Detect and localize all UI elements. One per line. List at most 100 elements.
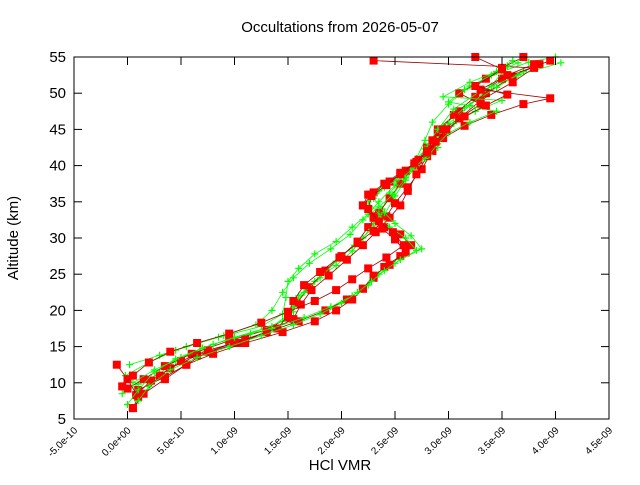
data-point-plus — [493, 107, 501, 115]
x-tick-label: 5.0e-10 — [155, 425, 187, 457]
x-tick-label: -5.0e-10 — [46, 425, 80, 459]
data-point-square — [385, 260, 394, 269]
data-point-square — [433, 129, 442, 137]
data-point-square — [460, 112, 469, 121]
data-point-square — [155, 371, 164, 380]
data-point-square — [371, 228, 380, 237]
data-point-square — [503, 71, 512, 80]
data-point-square — [358, 241, 367, 250]
data-point-square — [128, 371, 137, 380]
data-point-square — [367, 192, 376, 200]
data-point-plus — [450, 105, 458, 113]
data-point-square — [385, 194, 394, 203]
data-point-square — [442, 125, 451, 134]
data-point-square — [530, 60, 539, 69]
data-point-square — [316, 268, 325, 276]
data-point-plus — [300, 288, 308, 296]
data-point-plus — [396, 256, 404, 264]
y-tick-label: 20 — [49, 302, 66, 319]
data-point-square — [364, 205, 373, 213]
x-tick-label: 3.5e-09 — [476, 425, 508, 457]
data-point-square — [481, 89, 490, 98]
data-point-plus — [487, 71, 495, 79]
series-line — [121, 56, 509, 387]
data-point-square — [230, 339, 239, 347]
data-point-square — [412, 170, 421, 179]
x-axis-label: HCl VMR — [309, 457, 372, 474]
data-point-square — [310, 297, 319, 305]
y-tick-label: 50 — [49, 85, 66, 102]
data-point-square — [177, 357, 185, 366]
series-12 — [118, 53, 512, 391]
data-point-plus — [466, 118, 474, 126]
data-point-square — [348, 295, 357, 304]
data-point-square — [481, 101, 490, 110]
data-point-plus — [391, 220, 399, 227]
data-point-square — [471, 92, 480, 101]
series-10 — [128, 60, 555, 413]
data-point-square — [388, 228, 397, 237]
data-point-square — [471, 82, 480, 90]
data-point-plus — [421, 136, 429, 144]
data-point-square — [166, 347, 175, 356]
data-point-square — [508, 78, 517, 87]
data-point-plus — [150, 368, 158, 376]
data-point-square — [546, 94, 555, 103]
data-point-square — [391, 199, 399, 208]
data-point-square — [476, 85, 485, 94]
y-tick-label: 15 — [49, 339, 66, 356]
series-line — [127, 63, 540, 389]
y-tick-label: 35 — [49, 194, 66, 211]
data-point-square — [348, 275, 357, 284]
data-point-plus — [327, 245, 335, 253]
data-point-square — [144, 358, 153, 367]
series-line — [121, 56, 556, 395]
data-point-square — [123, 384, 132, 393]
data-point-square — [147, 376, 155, 385]
data-point-square — [369, 271, 378, 280]
data-point-plus — [156, 351, 164, 359]
data-point-square — [123, 375, 132, 384]
y-tick-label: 55 — [49, 49, 66, 66]
data-point-plus — [338, 299, 345, 307]
data-point-plus — [418, 245, 426, 253]
data-point-square — [289, 297, 298, 305]
data-point-square — [399, 241, 408, 250]
data-point-plus — [428, 118, 436, 126]
data-point-square — [335, 253, 344, 262]
data-point-plus — [346, 230, 354, 238]
data-point-square — [139, 375, 148, 384]
data-point-square — [193, 339, 202, 347]
data-point-plus — [198, 344, 206, 352]
data-point-square — [455, 89, 464, 98]
data-point-plus — [225, 343, 233, 351]
data-point-square — [160, 362, 169, 371]
data-point-square — [225, 336, 234, 345]
data-point-plus — [295, 264, 303, 272]
data-point-plus — [514, 71, 522, 79]
data-point-square — [332, 306, 341, 315]
series-1 — [118, 53, 559, 398]
data-point-plus — [461, 86, 469, 94]
y-tick-label: 45 — [49, 121, 66, 138]
data-point-square — [332, 286, 341, 295]
data-point-square — [324, 271, 333, 280]
data-point-square — [396, 201, 405, 210]
data-point-square — [423, 148, 432, 157]
data-point-square — [382, 181, 391, 190]
data-point-square — [476, 100, 485, 109]
data-point-square — [396, 252, 405, 261]
data-point-square — [321, 306, 330, 315]
data-point-square — [403, 186, 412, 195]
data-point-square — [358, 284, 367, 293]
data-point-square — [358, 201, 367, 210]
data-point-square — [284, 307, 292, 316]
data-point-square — [396, 170, 405, 179]
data-point-square — [519, 100, 528, 109]
data-point-square — [503, 90, 512, 99]
data-point-plus — [316, 310, 324, 318]
data-point-plus — [126, 361, 134, 369]
data-point-square — [300, 281, 309, 290]
